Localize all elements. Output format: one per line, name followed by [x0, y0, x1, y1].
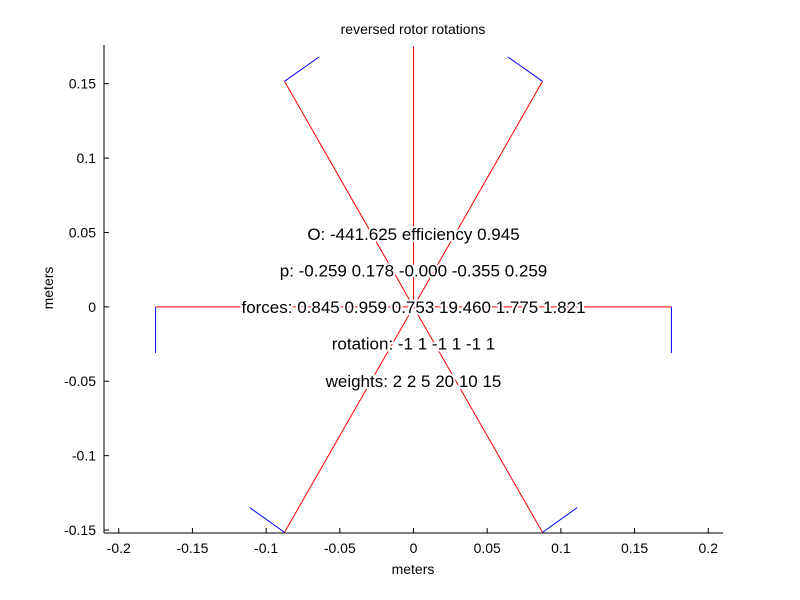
annotation-text: weights: 2 2 5 20 10 15	[325, 372, 502, 391]
annotation-layer: O: -441.625 efficiency 0.945 p: -0.259 0.…	[239, 223, 587, 393]
rotor-segment	[507, 56, 543, 82]
x-tick-label: -0.15	[176, 540, 208, 556]
x-tick-label: 0.05	[474, 540, 501, 556]
plot-area: -0.2 -0.15 -0.1 -0.05 0 0.05 0.1 0.15 0.2 -0.15 -0…	[64, 45, 723, 556]
arm-segment	[284, 81, 414, 308]
annotation-text: forces: 0.845 0.959 0.753 19.460 1.775 1…	[241, 298, 585, 317]
rotor-segment	[284, 56, 320, 82]
x-tick-label: 0.1	[551, 540, 571, 556]
y-tick-label: 0.15	[69, 76, 96, 92]
x-tick-label: 0.15	[621, 540, 648, 556]
y-axis-label: meters	[40, 267, 56, 310]
y-tick-label: 0	[88, 299, 96, 315]
x-tick-label: -0.2	[107, 540, 131, 556]
y-tick-label: 0.05	[69, 224, 96, 240]
x-tick-label: 0.2	[699, 540, 719, 556]
x-tick-label: -0.05	[324, 540, 356, 556]
arm-segment	[413, 306, 543, 533]
chart-title: reversed rotor rotations	[341, 21, 486, 37]
arm-segment	[413, 81, 543, 308]
rotor-segment	[249, 507, 285, 533]
x-axis-label: meters	[392, 561, 435, 577]
annotation-text: rotation: -1 1 -1 1 -1 1	[332, 334, 495, 353]
annotation-text: p: -0.259 0.178 -0.000 -0.355 0.259	[280, 261, 547, 280]
series-layer	[155, 46, 672, 533]
y-tick-label: -0.05	[64, 373, 96, 389]
annotation-text: O: -441.625 efficiency 0.945	[307, 225, 519, 244]
x-tick-label: 0	[410, 540, 418, 556]
arm-segment	[284, 306, 414, 533]
y-tick-label: -0.1	[72, 448, 96, 464]
y-tick-label: -0.15	[64, 522, 96, 538]
rotor-segment	[542, 507, 578, 533]
y-tick-label: 0.1	[77, 150, 97, 166]
x-tick-label: -0.1	[254, 540, 278, 556]
